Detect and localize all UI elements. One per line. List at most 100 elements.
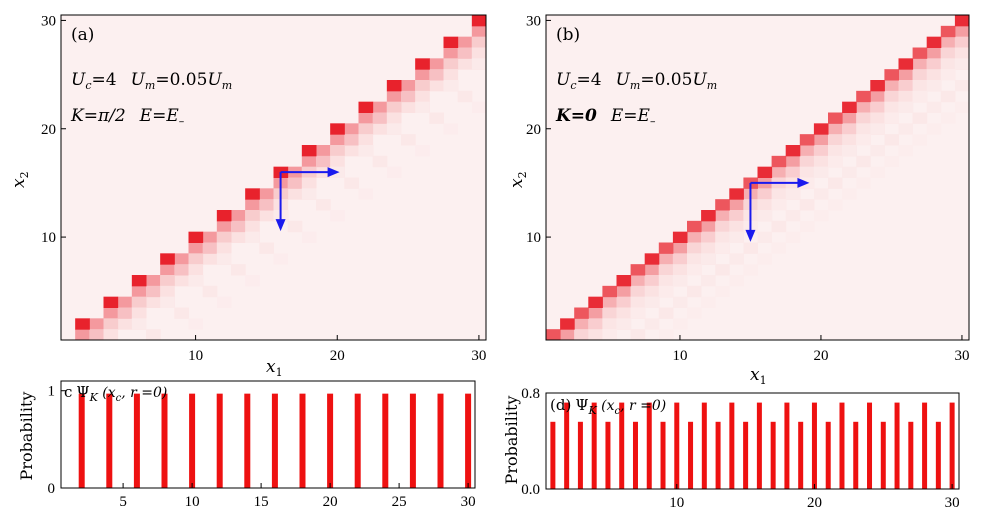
heatmap-a-peak-cell <box>131 275 147 287</box>
heatmap-b-halo-cell <box>842 134 857 146</box>
bar-d <box>811 402 817 489</box>
bar-d-xtick-label: 10 <box>669 495 684 511</box>
heatmap-b-halo-cell <box>729 210 744 222</box>
heatmap-a-halo-cell <box>245 199 260 211</box>
heatmap-a-halo-cell <box>415 145 430 157</box>
heatmap-a-halo-cell <box>231 220 246 233</box>
heatmap-a-halo-cell <box>330 210 345 222</box>
heatmap-a-halo-cell <box>415 101 430 113</box>
heatmap-b-halo-cell <box>870 112 885 124</box>
bar-d <box>894 402 900 489</box>
bar-d <box>715 421 721 489</box>
heatmap-b-halo-cell <box>954 36 970 48</box>
heatmap-a-peak-cell <box>301 145 317 157</box>
bar-c-ylabel: Probability <box>17 392 36 481</box>
heatmap-a-halo-cell <box>443 69 459 81</box>
heatmap-a-halo-cell <box>415 90 430 103</box>
heatmap-a-halo-cell <box>358 134 374 146</box>
heatmap-b-halo-cell <box>898 80 914 92</box>
heatmap-a-halo-cell <box>330 145 345 157</box>
heatmap-a-xlabel: x1 <box>266 357 283 379</box>
heatmap-a-halo-cell <box>429 69 444 81</box>
heatmap-b-halo-cell <box>602 307 617 319</box>
heatmap-a-halo-cell <box>344 123 359 135</box>
bar-c-ytick-label: 1 <box>48 384 56 400</box>
bar-c <box>244 393 251 488</box>
heatmap-b-halo-cell <box>884 101 899 113</box>
heatmap-a-halo-cell <box>287 177 303 189</box>
heatmap-a-halo-cell <box>301 155 317 168</box>
heatmap-b-halo-cell <box>926 69 942 81</box>
heatmap-a-halo-cell <box>401 80 416 92</box>
heatmap-b-halo-cell <box>574 318 589 330</box>
heatmap-b-halo-cell <box>870 166 885 178</box>
heatmap-b-halo-cell <box>856 123 871 135</box>
heatmap-a-xtick-label: 20 <box>330 348 345 364</box>
heatmap-a-halo-cell <box>188 253 204 265</box>
heatmap-a-halo-cell <box>344 177 359 189</box>
heatmap-a-halo-cell <box>401 90 416 103</box>
heatmap-a-halo-cell <box>386 101 402 113</box>
panel-a-params-2: K=π/2 E=E– <box>70 106 185 128</box>
bar-d <box>922 402 928 489</box>
heatmap-b-halo-cell <box>715 242 730 254</box>
heatmap-a-halo-cell <box>259 199 274 211</box>
heatmap-a-halo-cell <box>117 296 133 308</box>
heatmap-a-halo-cell <box>131 307 147 319</box>
heatmap-a-ytick-label: 10 <box>41 230 56 246</box>
heatmap-a-halo-cell <box>216 242 232 254</box>
heatmap-b-peak-cell <box>898 58 914 70</box>
heatmap-a-ytick-label: 20 <box>41 122 56 138</box>
heatmap-a-halo-cell <box>471 36 487 48</box>
heatmap-b-halo-cell <box>954 101 970 113</box>
heatmap-a-halo-cell <box>386 166 402 178</box>
heatmap-b-halo-cell <box>898 145 914 157</box>
heatmap-b-halo-cell <box>898 123 914 135</box>
bar-c <box>465 393 472 488</box>
bar-c <box>409 393 416 488</box>
heatmap-b-halo-cell <box>912 80 928 92</box>
heatmap-a-halo-cell <box>301 177 317 189</box>
heatmap-b-halo-cell <box>757 188 773 200</box>
bar-panel-d: 10 20 30 0.0 0.8 (d) ΨK (xc, r =0) Probabilit… <box>502 386 960 511</box>
heatmap-b-peak-cell <box>687 220 702 233</box>
heatmap-b-halo-cell <box>630 329 646 341</box>
heatmap-b-peak-cell <box>785 145 801 157</box>
heatmap-b-halo-cell <box>630 307 646 319</box>
heatmap-b-halo-cell <box>785 166 801 178</box>
heatmap-a-halo-cell <box>358 123 374 135</box>
heatmap-a-halo-cell <box>301 188 317 200</box>
bar-c <box>271 393 278 488</box>
heatmap-a-halo-cell <box>471 47 487 59</box>
heatmap-b-halo-cell <box>870 145 885 157</box>
heatmap-b-xtick-label: 20 <box>813 348 828 364</box>
bar-d-xtick-label: 30 <box>945 495 960 511</box>
heatmap-a-halo-cell <box>471 58 487 70</box>
heatmap-b-halo-cell <box>828 123 843 135</box>
bar-d <box>564 402 570 489</box>
heatmap-b-peak-cell <box>715 199 730 211</box>
heatmap-b-halo-cell <box>954 80 970 92</box>
heatmap-b-arrow-down <box>745 182 756 242</box>
bar-c <box>437 393 444 488</box>
heatmap-b-halo-cell <box>658 275 674 287</box>
heatmap-a-halo-cell <box>245 210 260 222</box>
heatmap-a-peak-cell <box>188 231 204 243</box>
heatmap-a-peak-cell <box>160 253 175 265</box>
heatmap-b-halo-cell <box>954 58 970 70</box>
heatmap-b-halo-cell <box>828 199 843 211</box>
heatmap-b-peak-cell <box>926 36 942 48</box>
bar-d <box>798 421 804 489</box>
heatmap-b-halo-cell <box>616 285 632 298</box>
heatmap-b-halo-cell <box>828 177 843 189</box>
heatmap-a-halo-cell <box>429 80 444 92</box>
bar-d <box>632 421 638 489</box>
heatmap-a-halo-cell <box>146 275 161 287</box>
heatmap-b-halo-cell <box>757 210 773 222</box>
panel-a-label: (a) <box>71 25 94 45</box>
heatmap-b-halo-cell <box>616 318 632 330</box>
heatmap-b-halo-cell <box>842 145 857 157</box>
heatmap-b-halo-cell <box>672 275 688 287</box>
heatmap-a-halo-cell <box>316 155 331 168</box>
panel-d-title: (d) ΨK (xc, r =0) <box>550 396 666 417</box>
